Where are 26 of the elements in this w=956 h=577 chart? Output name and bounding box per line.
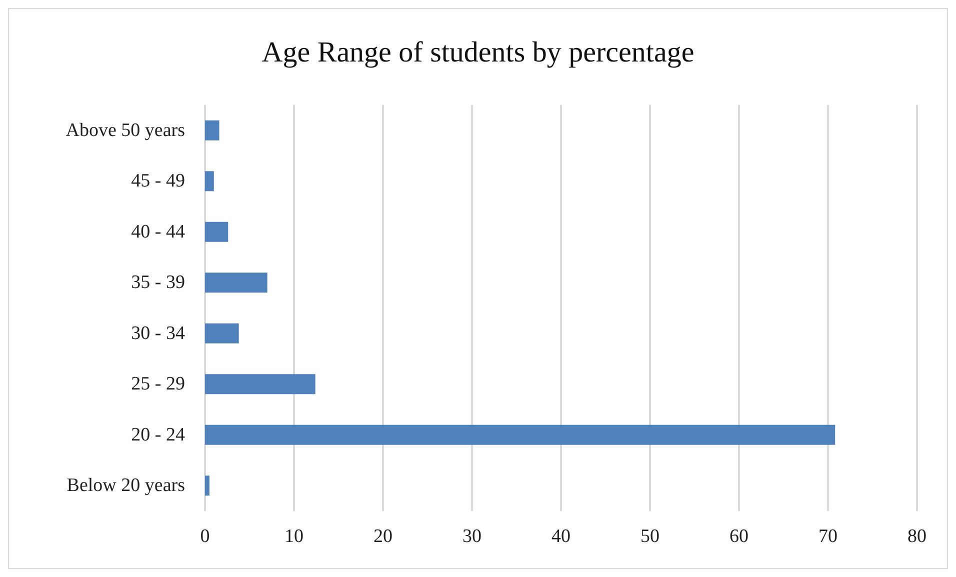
y-tick-label: 25 - 29 [131,374,185,395]
chart-title: Age Range of students by percentage [262,36,694,68]
y-tick-label: Below 20 years [66,475,185,496]
bar [205,222,228,242]
x-tick-label: 70 [818,526,838,547]
x-tick-label: 10 [284,526,304,547]
bar [205,476,210,496]
bar [205,120,220,140]
y-tick-label: 45 - 49 [131,170,185,192]
y-tick-label: 20 - 24 [131,424,186,446]
bar [205,374,316,394]
x-tick-label: 20 [374,526,392,547]
y-tick-label: 35 - 39 [131,272,185,294]
bar [205,424,836,445]
x-tick-label: 30 [462,526,482,547]
bar [205,272,268,293]
bar [205,323,239,344]
x-tick-label: 40 [552,526,570,547]
y-tick-label: 30 - 34 [131,322,186,344]
x-tick-label: 0 [200,526,210,547]
y-tick-label: Above 50 years [66,120,185,141]
bar [205,171,214,192]
x-tick-label: 80 [908,526,926,547]
x-tick-label: 60 [730,526,748,547]
x-tick-label: 50 [640,526,660,547]
y-tick-label: 40 - 44 [131,221,186,242]
